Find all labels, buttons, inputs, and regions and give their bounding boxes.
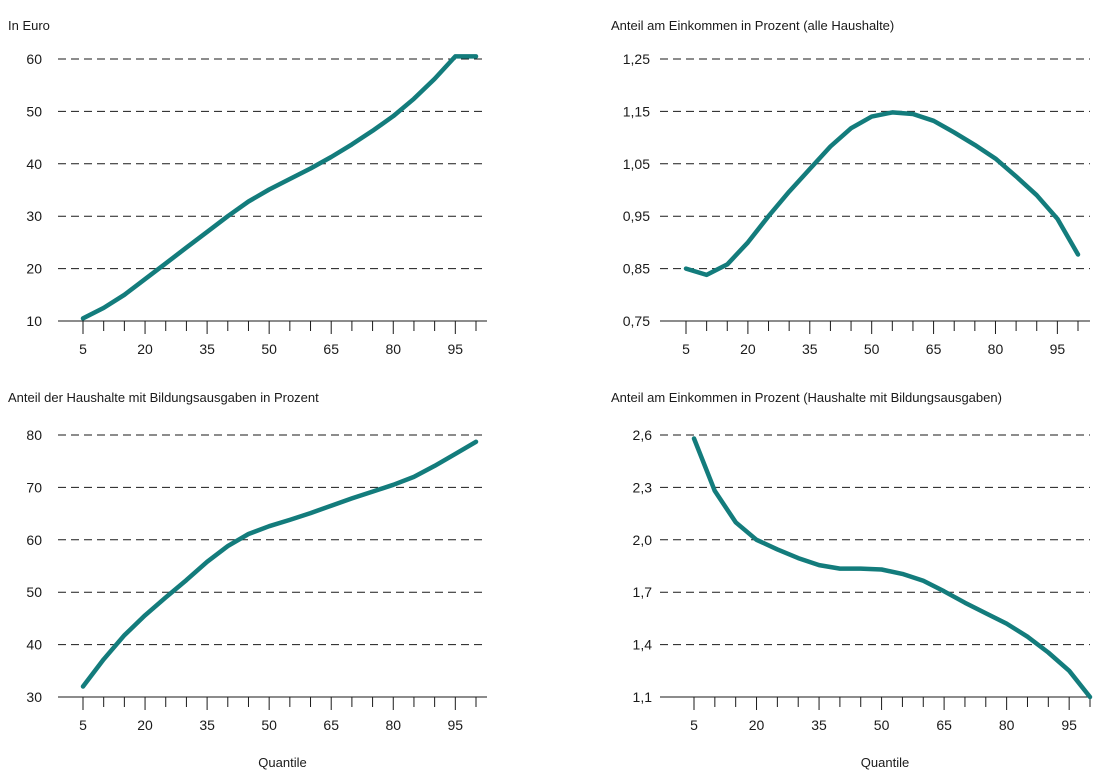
- y-tick-label: 1,25: [623, 51, 650, 67]
- x-tick-label: 95: [448, 717, 464, 733]
- chart-panel-2: Anteil am Einkommen in Prozent (alle Hau…: [611, 18, 1090, 357]
- x-tick-label: 20: [749, 717, 765, 733]
- y-tick-label: 0,85: [623, 261, 650, 277]
- y-tick-label: 0,95: [623, 208, 650, 224]
- chart-title: Anteil am Einkommen in Prozent (alle Hau…: [611, 18, 894, 33]
- x-tick-label: 65: [323, 341, 339, 357]
- x-tick-label: 5: [682, 341, 690, 357]
- y-tick-label: 60: [26, 51, 42, 67]
- x-tick-label: 20: [740, 341, 756, 357]
- x-tick-label: 35: [802, 341, 818, 357]
- chart-panel-3: Anteil der Haushalte mit Bildungsausgabe…: [8, 390, 487, 770]
- x-tick-label: 50: [864, 341, 880, 357]
- x-tick-label: 35: [199, 717, 215, 733]
- y-tick-label: 30: [26, 208, 42, 224]
- x-tick-label: 20: [137, 717, 153, 733]
- y-tick-label: 10: [26, 313, 42, 329]
- chart-panel-4: Anteil am Einkommen in Prozent (Haushalt…: [611, 390, 1093, 770]
- x-tick-label: 35: [199, 341, 215, 357]
- y-tick-label: 1,15: [623, 103, 650, 119]
- series-line-1: [691, 436, 1093, 700]
- x-axis-label: Quantile: [258, 755, 306, 770]
- x-axis-label: Quantile: [861, 755, 909, 770]
- x-tick-label: 5: [79, 341, 87, 357]
- y-tick-label: 1,05: [623, 156, 650, 172]
- x-tick-label: 65: [323, 717, 339, 733]
- y-tick-label: 2,0: [633, 532, 653, 548]
- y-tick-label: 20: [26, 261, 42, 277]
- x-tick-label: 50: [874, 717, 890, 733]
- x-tick-label: 20: [137, 341, 153, 357]
- series-line-1: [80, 439, 479, 689]
- y-tick-label: 80: [26, 427, 42, 443]
- x-tick-label: 95: [448, 341, 464, 357]
- y-tick-label: 50: [26, 584, 42, 600]
- y-tick-label: 0,75: [623, 313, 650, 329]
- x-tick-label: 80: [999, 717, 1015, 733]
- series-line-1: [80, 54, 479, 321]
- y-tick-label: 50: [26, 103, 42, 119]
- x-tick-label: 80: [385, 341, 401, 357]
- x-tick-label: 65: [936, 717, 952, 733]
- y-tick-label: 1,4: [633, 637, 653, 653]
- x-tick-label: 95: [1061, 717, 1077, 733]
- y-tick-label: 1,7: [633, 584, 653, 600]
- y-tick-label: 2,6: [633, 427, 653, 443]
- series-line-1: [683, 110, 1081, 278]
- x-tick-label: 80: [988, 341, 1004, 357]
- y-tick-label: 1,1: [633, 689, 653, 705]
- y-tick-label: 70: [26, 479, 42, 495]
- y-tick-label: 60: [26, 532, 42, 548]
- x-tick-label: 95: [1050, 341, 1066, 357]
- y-tick-label: 2,3: [633, 479, 653, 495]
- chart-title: In Euro: [8, 18, 50, 33]
- x-tick-label: 5: [690, 717, 698, 733]
- x-tick-label: 65: [926, 341, 942, 357]
- y-tick-label: 40: [26, 637, 42, 653]
- x-tick-label: 50: [261, 717, 277, 733]
- x-tick-label: 5: [79, 717, 87, 733]
- x-tick-label: 35: [811, 717, 827, 733]
- y-tick-label: 40: [26, 156, 42, 172]
- chart-title: Anteil am Einkommen in Prozent (Haushalt…: [611, 390, 1002, 405]
- chart-panel-1: In Euro 10 20 30 40 50 60 5 20 35 50 65 80 95: [8, 18, 487, 357]
- y-tick-label: 30: [26, 689, 42, 705]
- x-tick-label: 50: [261, 341, 277, 357]
- chart-title: Anteil der Haushalte mit Bildungsausgabe…: [8, 390, 319, 405]
- x-tick-label: 80: [385, 717, 401, 733]
